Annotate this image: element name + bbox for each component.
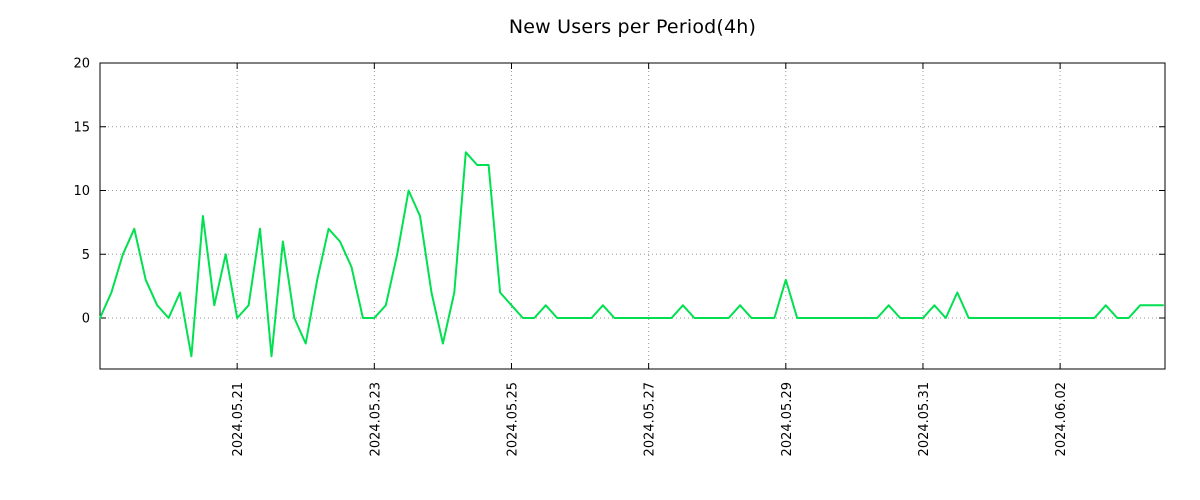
data-line: [99, 151, 1164, 358]
x-tick-label: 2024.05.31: [917, 382, 932, 456]
x-tick-label: 2024.05.29: [780, 382, 795, 456]
x-tick-label: 2024.05.27: [643, 382, 658, 456]
x-tick-label: 2024.06.02: [1054, 382, 1069, 456]
chart-title: New Users per Period(4h): [508, 16, 757, 38]
y-tick-label: 5: [82, 248, 90, 263]
y-tick-label: 0: [82, 312, 90, 327]
x-tick-label: 2024.05.23: [368, 382, 383, 456]
x-tick-label: 2024.05.21: [231, 382, 246, 456]
plot-border: [99, 62, 1166, 370]
x-tick-label: 2024.05.25: [505, 382, 520, 456]
y-tick-label: 10: [73, 184, 90, 199]
y-tick-label: 15: [73, 120, 90, 135]
y-tick-label: 20: [73, 57, 90, 72]
